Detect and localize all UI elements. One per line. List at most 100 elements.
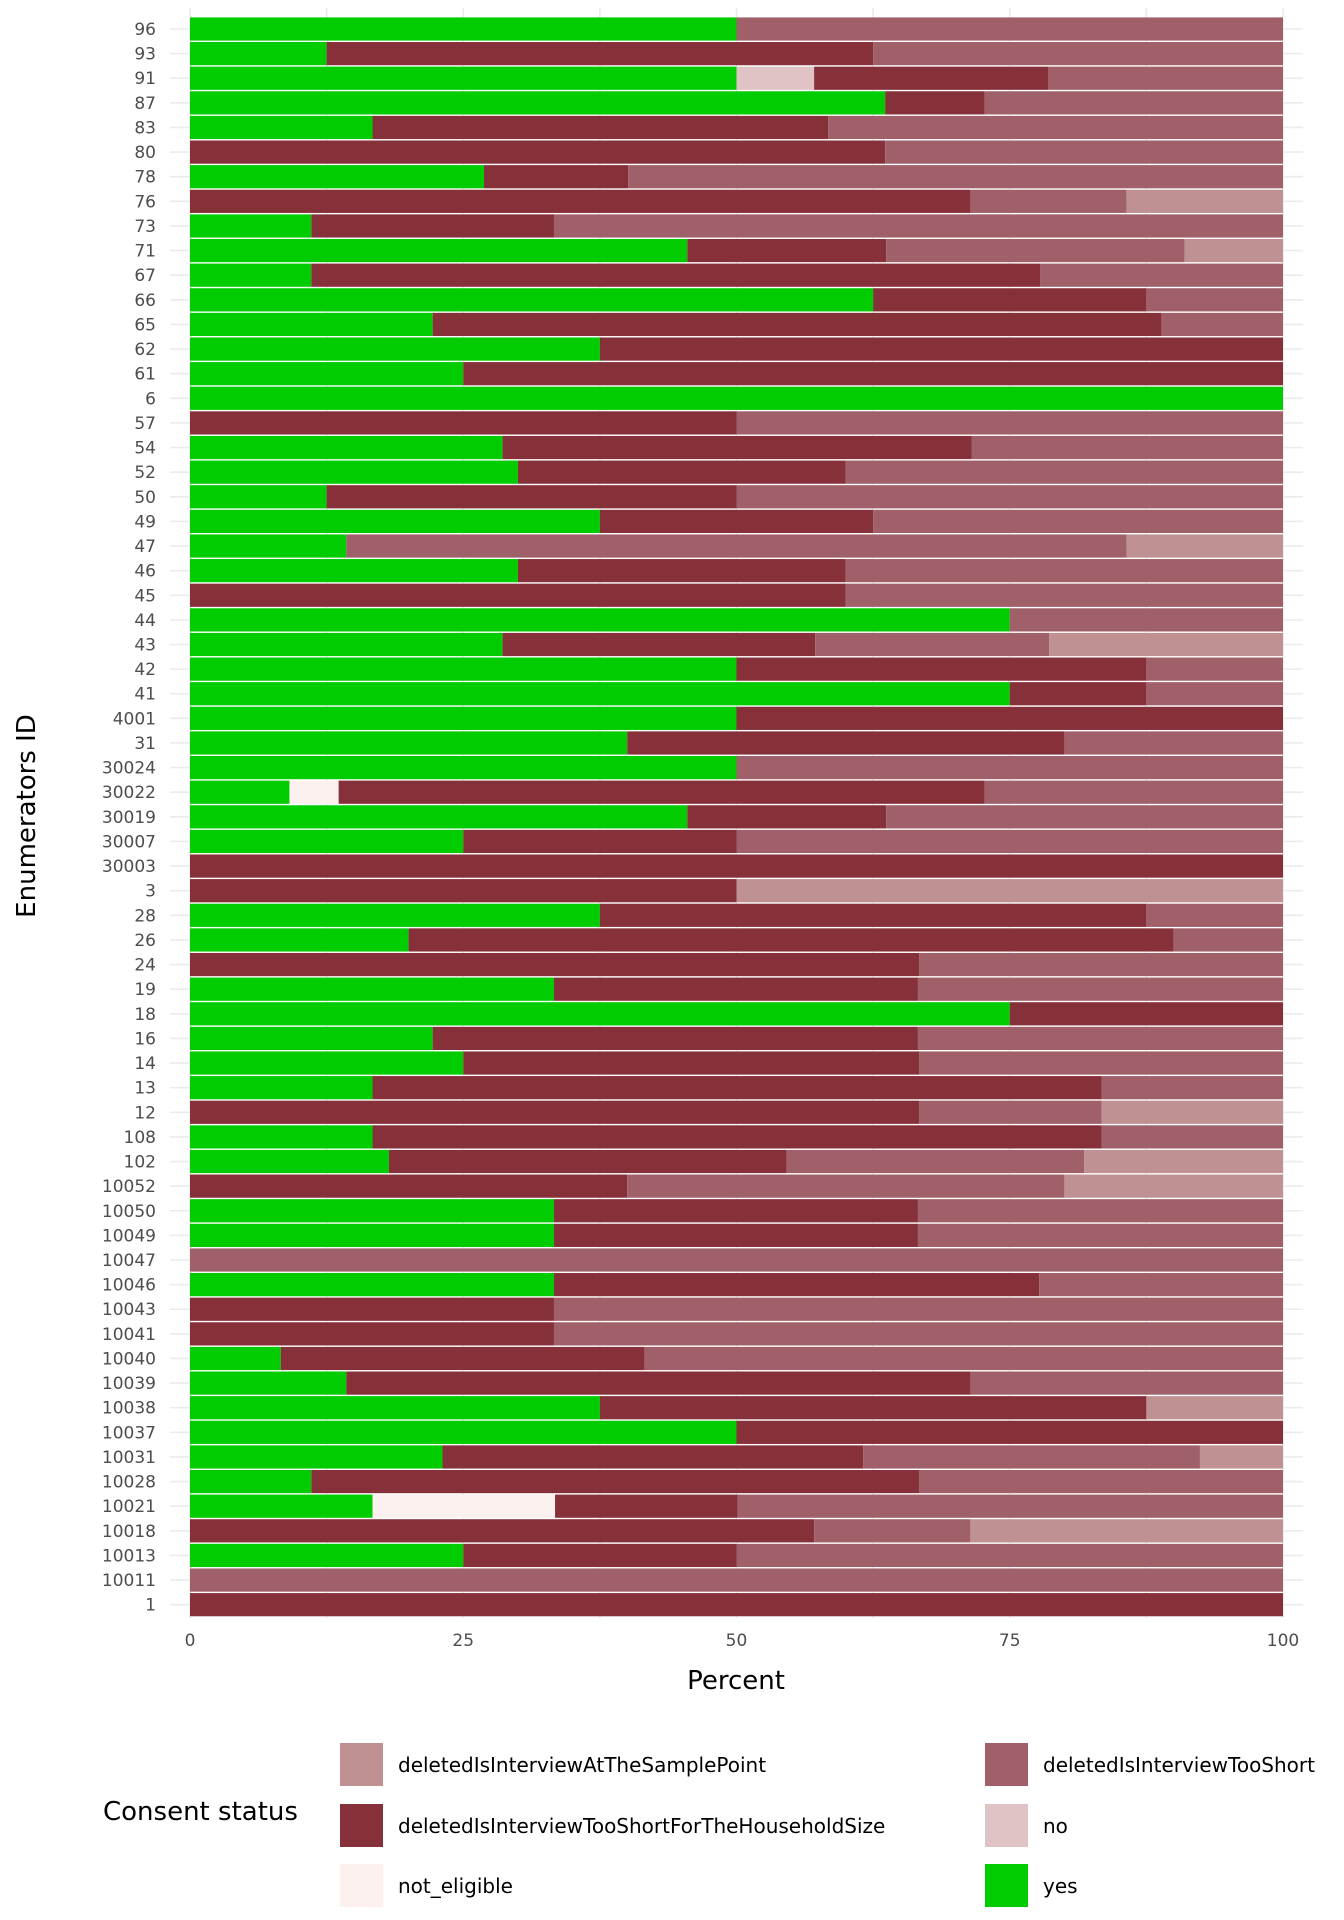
bar-segment-deletedIsInterviewTooShort [1146, 657, 1283, 681]
y-tick-label: 57 [134, 414, 156, 434]
bar-segment-yes [190, 1199, 554, 1223]
bar-segment-deletedIsInterviewTooShortForTheHouseholdSize [338, 780, 985, 804]
y-tick-label: 10039 [102, 1374, 156, 1394]
y-tick-label: 10046 [102, 1276, 156, 1296]
y-tick-label: 30024 [102, 759, 156, 779]
x-tick-label: 50 [726, 1631, 748, 1651]
bar-segment-yes [190, 312, 433, 337]
y-tick-label: 28 [134, 906, 156, 926]
y-tick-label: 10050 [102, 1202, 156, 1222]
y-tick-label: 6 [145, 389, 156, 409]
bar-segment-deletedIsInterviewTooShort [815, 632, 1050, 657]
y-tick-label: 30019 [102, 808, 156, 828]
y-tick-label: 4001 [113, 709, 156, 729]
bar-segment-deletedIsInterviewTooShortForTheHouseholdSize [885, 91, 985, 115]
y-tick-label: 87 [134, 94, 156, 114]
y-tick-label: 1 [145, 1596, 156, 1616]
y-tick-label: 30003 [102, 857, 156, 877]
bar-segment-yes [190, 1273, 554, 1297]
y-tick-label: 78 [134, 168, 156, 188]
bar-segment-deletedIsInterviewTooShortForTheHouseholdSize [311, 214, 554, 238]
bar-segment-deletedIsInterviewTooShort [886, 238, 1185, 263]
legend-key-deletedIsInterviewTooShortForTheHouseholdSize [340, 1804, 383, 1847]
bar-segment-deletedIsInterviewTooShortForTheHouseholdSize [190, 879, 737, 903]
bar-segment-yes [190, 1346, 281, 1371]
bar-segment-yes [190, 682, 1010, 706]
bar-segment-deletedIsInterviewTooShortForTheHouseholdSize [687, 238, 887, 263]
legend-label-deletedIsInterviewTooShortForTheHouseholdSize: deletedIsInterviewTooShortForTheHousehol… [398, 1814, 885, 1838]
bar-segment-deletedIsInterviewTooShortForTheHouseholdSize [517, 559, 846, 583]
bar-segment-deletedIsInterviewTooShort [1039, 1273, 1283, 1297]
bar-segment-deletedIsInterviewTooShortForTheHouseholdSize [190, 854, 1283, 878]
bar-segment-deletedIsInterviewTooShort [845, 460, 1283, 484]
bar-segment-deletedIsInterviewTooShort [553, 1322, 1283, 1346]
y-tick-label: 73 [134, 217, 156, 237]
bar-segment-deletedIsInterviewTooShortForTheHouseholdSize [599, 1396, 1147, 1420]
bar-segment-deletedIsInterviewTooShortForTheHouseholdSize [311, 263, 1041, 287]
bar-segment-yes [190, 460, 518, 484]
bar-segment-deletedIsInterviewTooShortForTheHouseholdSize [190, 1297, 554, 1321]
bar-segment-deletedIsInterviewTooShortForTheHouseholdSize [463, 1543, 737, 1568]
y-tick-label: 96 [134, 20, 156, 40]
y-tick-label: 43 [134, 636, 156, 656]
bar-segment-deletedIsInterviewTooShortForTheHouseholdSize [463, 1051, 920, 1075]
bar-segment-yes [190, 731, 628, 755]
legend-label-no: no [1043, 1814, 1068, 1838]
bar-segment-deletedIsInterviewAtTheSamplePoint [1126, 189, 1283, 213]
bar-segment-yes [190, 903, 600, 927]
bar-segment-yes [190, 756, 737, 780]
bar-segment-deletedIsInterviewTooShort [736, 17, 1283, 41]
bar-segment-yes [190, 559, 518, 583]
bar-segment-deletedIsInterviewTooShort [1173, 928, 1283, 952]
bar-segment-deletedIsInterviewTooShortForTheHouseholdSize [190, 583, 846, 607]
y-tick-label: 91 [134, 69, 156, 89]
y-tick-label: 54 [134, 439, 156, 459]
y-tick-label: 19 [134, 980, 156, 1000]
bar-segment-yes [190, 534, 347, 558]
bar-segment-deletedIsInterviewTooShortForTheHouseholdSize [736, 657, 1147, 681]
x-axis-title: Percent [687, 1666, 785, 1696]
bar-segment-yes [190, 829, 464, 854]
legend-label-deletedIsInterviewAtTheSamplePoint: deletedIsInterviewAtTheSamplePoint [398, 1753, 766, 1777]
y-tick-label: 67 [134, 266, 156, 286]
bar-segment-yes [190, 1371, 347, 1395]
y-tick-label: 10028 [102, 1473, 156, 1493]
bar-segment-yes [190, 1002, 1010, 1026]
bar-segment-deletedIsInterviewTooShortForTheHouseholdSize [627, 731, 1065, 755]
bar-segment-yes [190, 386, 1283, 410]
bar-segment-yes [190, 42, 327, 66]
y-tick-label: 108 [124, 1128, 156, 1148]
bar-segment-deletedIsInterviewTooShortForTheHouseholdSize [599, 337, 1283, 361]
bar-segment-yes [190, 1026, 433, 1051]
bar-segment-deletedIsInterviewTooShortForTheHouseholdSize [1009, 682, 1147, 706]
y-tick-label: 10041 [102, 1325, 156, 1345]
y-tick-label: 65 [134, 315, 156, 335]
bar-segment-yes [190, 485, 327, 509]
bars [190, 17, 1283, 1617]
bar-segment-deletedIsInterviewTooShortForTheHouseholdSize [190, 1100, 920, 1124]
bar-segment-yes [190, 1076, 373, 1100]
bar-segment-deletedIsInterviewTooShort [553, 1297, 1283, 1321]
y-tick-label: 45 [134, 586, 156, 606]
y-tick-label: 50 [134, 488, 156, 508]
bar-segment-deletedIsInterviewTooShort [644, 1346, 1283, 1371]
bar-segment-deletedIsInterviewTooShortForTheHouseholdSize [553, 1199, 918, 1223]
bar-segment-deletedIsInterviewTooShort [886, 805, 1283, 829]
y-tick-label: 10011 [102, 1571, 156, 1591]
bar-segment-deletedIsInterviewTooShortForTheHouseholdSize [599, 903, 1147, 927]
bar-segment-deletedIsInterviewTooShort [1146, 288, 1283, 312]
bar-segment-deletedIsInterviewTooShort [845, 583, 1283, 607]
bar-segment-yes [190, 66, 737, 90]
bar-segment-deletedIsInterviewTooShortForTheHouseholdSize [517, 460, 846, 484]
y-tick-label: 66 [134, 291, 156, 311]
bar-segment-yes [190, 1420, 737, 1444]
y-tick-label: 10021 [102, 1497, 156, 1517]
bar-segment-deletedIsInterviewTooShortForTheHouseholdSize [687, 805, 887, 829]
x-tick-label: 0 [185, 1631, 196, 1651]
y-tick-label: 10049 [102, 1226, 156, 1246]
bar-segment-deletedIsInterviewTooShortForTheHouseholdSize [442, 1445, 864, 1469]
bar-segment-deletedIsInterviewTooShortForTheHouseholdSize [190, 1174, 628, 1198]
bar-segment-deletedIsInterviewAtTheSamplePoint [1084, 1149, 1283, 1174]
bar-segment-deletedIsInterviewTooShort [553, 214, 1283, 238]
legend: Consent status deletedIsInterviewAtTheSa… [103, 1743, 1315, 1907]
